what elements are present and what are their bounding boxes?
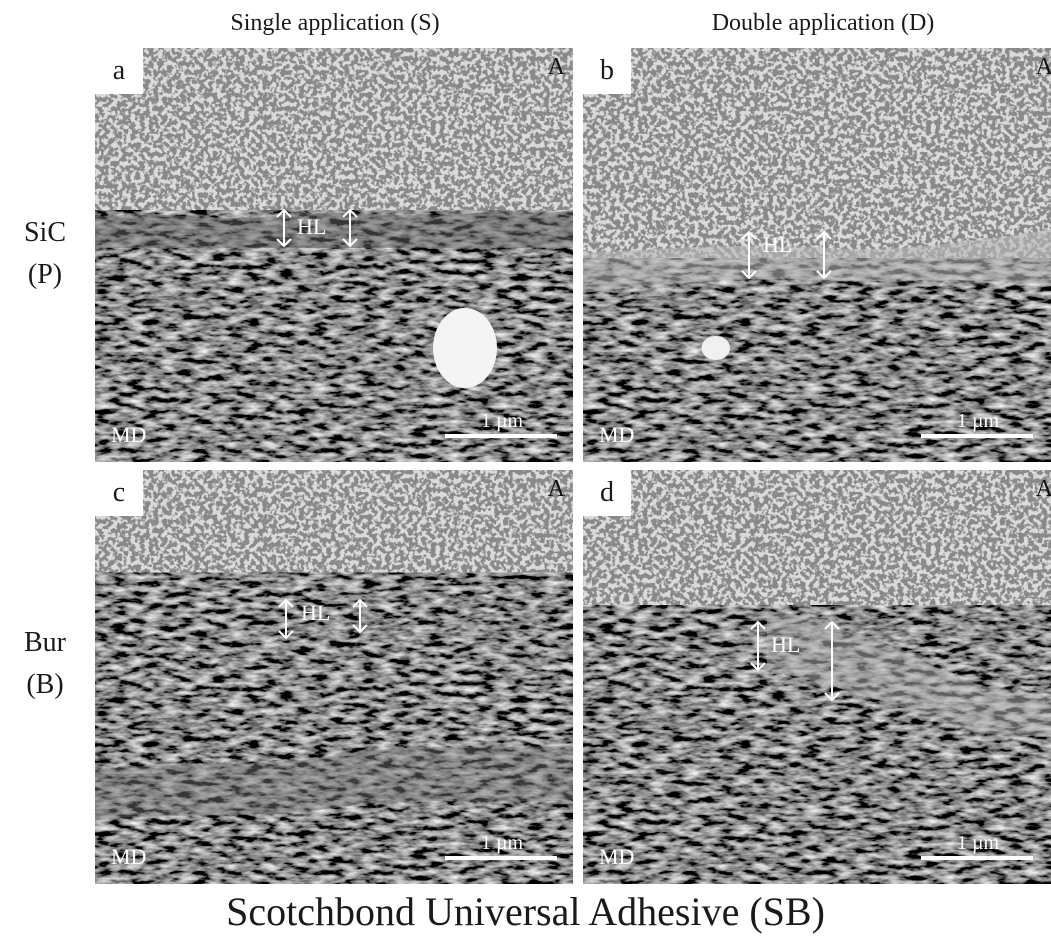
micrograph-a bbox=[95, 48, 573, 462]
md-label-b: MD bbox=[599, 422, 635, 447]
double-arrow-icon bbox=[342, 208, 358, 248]
scale-bar-b bbox=[921, 434, 1033, 438]
hl-label-c: HL bbox=[301, 600, 331, 625]
scale-bar-a bbox=[445, 434, 557, 438]
scale-label-b: 1 µm bbox=[956, 410, 1000, 432]
panel-letter-d: d bbox=[583, 470, 631, 516]
scale-label-a: 1 µm bbox=[480, 410, 524, 432]
tem-panel-d: d A HL MD 1 µm bbox=[583, 470, 1051, 884]
row-label-bur-line1: Bur bbox=[24, 627, 66, 658]
panel-letter-a: a bbox=[95, 48, 143, 94]
md-label-c: MD bbox=[111, 844, 147, 869]
adhesive-label-c: A bbox=[547, 476, 565, 502]
panel-letter-b: b bbox=[583, 48, 631, 94]
md-label-d: MD bbox=[599, 844, 635, 869]
row-label-sic-line2: (P) bbox=[27, 259, 63, 290]
row-label-sic-line1: SiC bbox=[23, 217, 67, 248]
micrograph-b bbox=[583, 48, 1051, 462]
tem-panel-c: c A HL MD 1 µm bbox=[95, 470, 573, 884]
double-arrow-icon bbox=[276, 208, 292, 248]
panel-letter-c: c bbox=[95, 470, 143, 516]
row-label-sic: SiC (P) bbox=[0, 212, 90, 296]
micrograph-d bbox=[583, 470, 1051, 884]
row-label-bur-line2: (B) bbox=[26, 669, 64, 700]
double-arrow-icon bbox=[278, 598, 294, 640]
micrograph-c bbox=[95, 470, 573, 884]
adhesive-label-a: A bbox=[547, 54, 565, 80]
double-arrow-icon bbox=[352, 598, 368, 634]
adhesive-label-b: A bbox=[1035, 54, 1051, 80]
double-arrow-icon bbox=[824, 620, 840, 702]
double-arrow-icon bbox=[750, 620, 766, 672]
scale-bar-d bbox=[921, 856, 1033, 860]
md-label-a: MD bbox=[111, 422, 147, 447]
double-arrow-icon bbox=[816, 230, 832, 280]
hl-label-d: HL bbox=[771, 632, 801, 657]
column-header-single: Single application (S) bbox=[230, 10, 440, 36]
scale-label-d: 1 µm bbox=[956, 832, 1000, 854]
tem-panel-a: a A HL MD 1 µm bbox=[95, 48, 573, 462]
hl-label-b: HL bbox=[763, 232, 793, 257]
double-arrow-icon bbox=[741, 230, 757, 280]
hl-label-a: HL bbox=[297, 214, 327, 239]
column-header-double: Double application (D) bbox=[711, 10, 935, 36]
adhesive-label-d: A bbox=[1035, 476, 1051, 502]
figure-caption: Scotchbond Universal Adhesive (SB) bbox=[226, 889, 825, 934]
row-label-bur: Bur (B) bbox=[0, 622, 90, 706]
scale-label-c: 1 µm bbox=[480, 832, 524, 854]
tem-panel-b: b A HL MD 1 µm bbox=[583, 48, 1051, 462]
scale-bar-c bbox=[445, 856, 557, 860]
